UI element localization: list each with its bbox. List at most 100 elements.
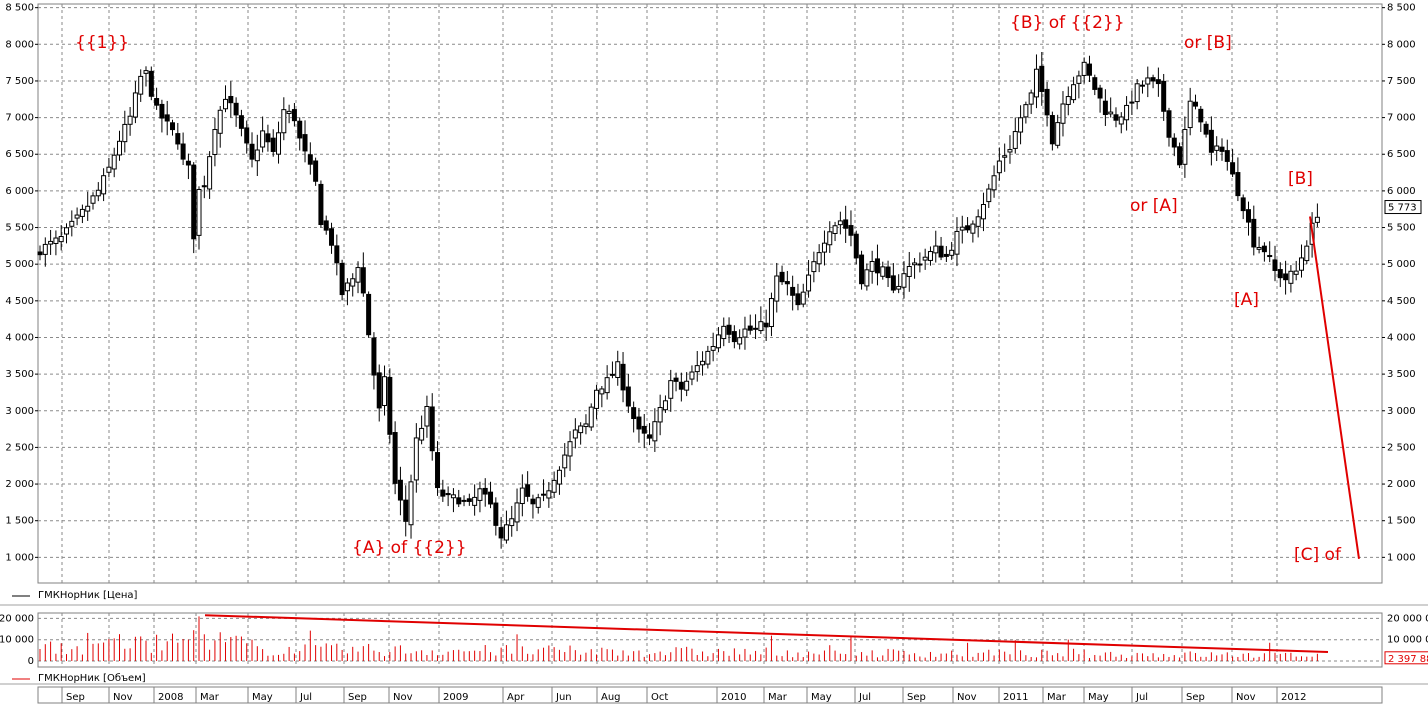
candle-body: [382, 376, 388, 406]
wave-annotation: or [B]: [1184, 33, 1232, 53]
candle-body: [196, 188, 202, 236]
candle-body: [1256, 246, 1262, 250]
candle-body: [1124, 104, 1130, 121]
candle-body: [694, 365, 700, 373]
candle-body: [79, 208, 85, 217]
candle-body: [684, 380, 690, 391]
candle-body: [419, 427, 425, 441]
price-legend-label: ГМКНорНик [Цена]: [38, 590, 138, 601]
candle-body: [790, 286, 796, 296]
candle-body: [906, 265, 912, 277]
x-tick-label: Jul: [858, 692, 871, 703]
candle-body: [784, 281, 790, 285]
candle-body: [281, 109, 287, 134]
candle-body: [1219, 146, 1225, 152]
candle-body: [509, 518, 515, 527]
candle-body: [525, 484, 531, 497]
wave-annotation: {{1}}: [75, 33, 129, 53]
candle-body: [1203, 123, 1209, 135]
candle-body: [959, 226, 965, 231]
x-tick-label: Nov: [957, 692, 977, 703]
candle-body: [1187, 100, 1193, 129]
candle-body: [58, 235, 64, 243]
candle-body: [1002, 155, 1008, 158]
candle-body: [143, 70, 149, 74]
candle-body: [37, 251, 43, 256]
candle-body: [1214, 145, 1220, 151]
candle-body: [85, 205, 91, 212]
candle-body: [334, 245, 340, 264]
y-tick-label-left: 1 000: [5, 552, 34, 563]
x-tick-label: Sep: [348, 692, 367, 703]
y-tick-label-left: 3 000: [5, 406, 34, 417]
candle-body: [1118, 116, 1124, 125]
y-tick-label-left: 1 500: [5, 516, 34, 527]
candle-body: [636, 416, 642, 430]
x-tick-label: Mar: [768, 692, 788, 703]
candle-body: [392, 432, 398, 484]
wave-annotation: [B]: [1288, 169, 1313, 189]
candle-body: [837, 220, 843, 226]
y-tick-label-right: 3 000: [1387, 406, 1416, 417]
candle-body: [122, 123, 128, 143]
candle-body: [668, 380, 674, 399]
candle-body: [323, 220, 329, 231]
candle-body: [609, 373, 615, 376]
x-tick-label: Mar: [1047, 692, 1067, 703]
candle-body: [774, 275, 780, 302]
candle-body: [562, 454, 568, 469]
y-tick-label-right: 1 000: [1387, 552, 1416, 563]
candle-body: [912, 262, 918, 266]
candle-body: [1182, 128, 1188, 165]
candle-body: [74, 214, 80, 219]
candle-body: [1283, 273, 1289, 281]
candle-body: [583, 423, 589, 428]
y-tick-label-right: 7 500: [1387, 76, 1416, 87]
candle-body: [106, 166, 112, 173]
wave-annotation: or [A]: [1130, 196, 1178, 216]
volume-legend-label: ГМКНорНик [Объем]: [38, 673, 146, 684]
y-tick-label-left: 4 000: [5, 332, 34, 343]
candle-body: [424, 406, 430, 427]
candle-body: [731, 331, 737, 343]
projection-line: [1309, 216, 1360, 559]
last-price-label: 5 773: [1388, 203, 1417, 214]
candle-body: [710, 346, 716, 351]
candle-body: [260, 130, 266, 148]
candle-body: [440, 489, 446, 497]
candle-body: [1102, 100, 1108, 116]
candle-body: [1304, 245, 1310, 262]
last-volume-box: [1384, 651, 1428, 665]
candle-body: [1108, 111, 1114, 115]
candle-body: [1288, 270, 1294, 284]
candle-body: [1076, 75, 1082, 84]
candle-body: [535, 497, 541, 508]
candle-body: [965, 225, 971, 231]
candle-body: [238, 115, 244, 129]
candle-body: [297, 120, 303, 139]
x-tick-label: Sep: [907, 692, 926, 703]
candle-body: [519, 487, 525, 505]
candle-body: [1033, 68, 1039, 98]
candle-body: [567, 441, 573, 457]
x-tick-label: 2010: [721, 692, 746, 703]
candle-body: [339, 262, 345, 296]
candle-body: [1245, 209, 1251, 223]
candle-body: [355, 267, 361, 283]
candle-body: [594, 389, 600, 409]
candle-body: [318, 183, 324, 226]
x-tick-label: 2011: [1003, 692, 1028, 703]
candle-body: [1198, 108, 1204, 123]
candle-body: [1065, 96, 1071, 105]
y-tick-label-right: 8 500: [1387, 3, 1416, 14]
candle-body: [1134, 83, 1140, 103]
candle-body: [864, 269, 870, 287]
candle-body: [1150, 77, 1156, 82]
candle-body: [721, 325, 727, 340]
candle-body: [42, 243, 48, 255]
candle-body: [874, 258, 880, 274]
candle-body: [843, 219, 849, 229]
candle-body: [705, 350, 711, 365]
candle-body: [482, 487, 488, 495]
